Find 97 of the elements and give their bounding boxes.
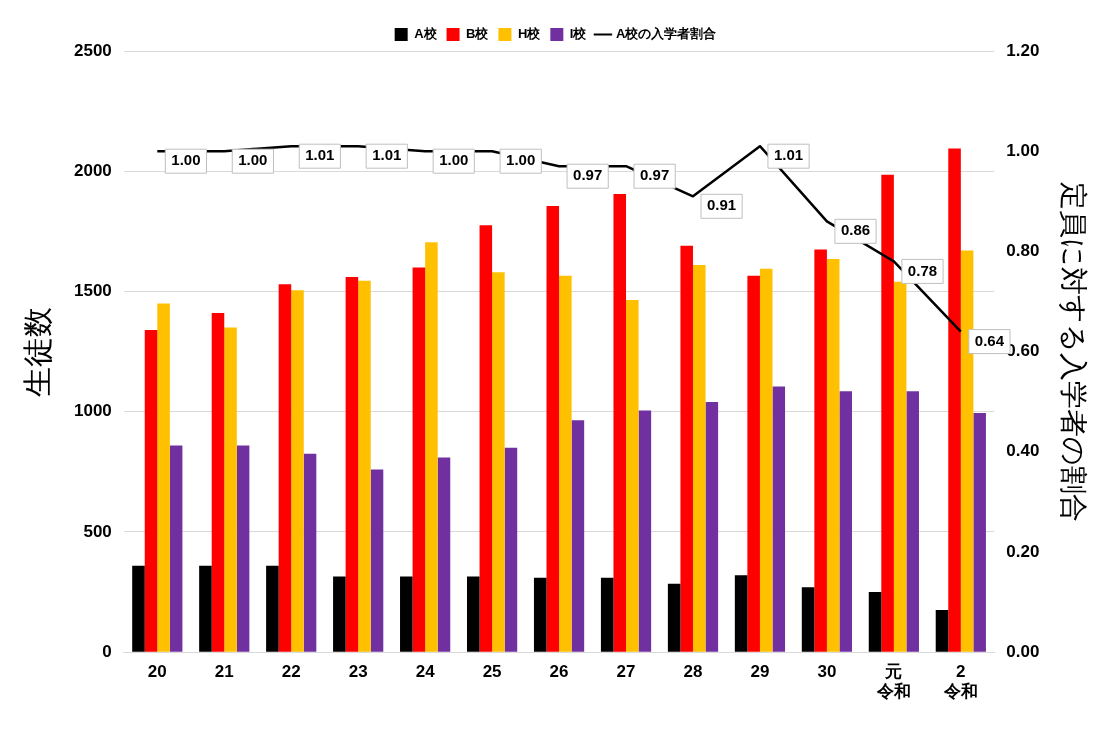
x-tick-label: 26: [549, 662, 569, 682]
y2-axis-title: 定員に対する入学者の割合: [1058, 181, 1090, 522]
bar: [437, 457, 451, 652]
bar: [613, 194, 627, 652]
legend-label: H校: [517, 26, 542, 42]
data-label: 0.91: [706, 196, 737, 214]
bar: [801, 587, 815, 652]
bar: [333, 576, 346, 652]
data-label: 1.00: [171, 151, 201, 169]
data-label: 0.86: [840, 221, 871, 239]
data-label: 1.00: [506, 151, 536, 169]
bar: [960, 250, 974, 652]
bar: [881, 174, 894, 652]
bar: [370, 469, 384, 652]
bar: [705, 402, 719, 652]
bar: [266, 565, 279, 652]
bar: [169, 445, 183, 652]
x-tick-label: 30: [817, 662, 837, 682]
x-tick-label: 25: [482, 662, 502, 682]
bar: [638, 410, 652, 652]
bar: [236, 445, 250, 652]
bar: [559, 275, 572, 652]
bar: [826, 259, 840, 652]
bar: [412, 267, 426, 652]
x-tick-label: 23: [348, 662, 368, 682]
bar: [533, 577, 547, 652]
x-tick-label: 29: [750, 662, 770, 682]
y-tick-label: 2000: [73, 160, 112, 180]
bar: [492, 272, 505, 652]
bar: [734, 575, 748, 652]
bar: [157, 303, 170, 652]
legend-label: A校の入学者割合: [615, 26, 717, 42]
data-label: 1.00: [439, 151, 469, 169]
data-label: 0.78: [907, 261, 938, 279]
x-tick-label: 24: [415, 662, 436, 682]
y2-tick-label: 1.00: [1006, 140, 1040, 160]
y-tick-label: 2500: [73, 40, 112, 60]
bar: [600, 577, 614, 652]
bar: [546, 206, 560, 652]
x-tick-label: 2令和: [942, 662, 978, 702]
y2-tick-label: 0.20: [1006, 541, 1040, 561]
y2-tick-label: 0.00: [1006, 641, 1040, 661]
y-tick-label: 1500: [73, 281, 112, 301]
y2-tick-label: 0.80: [1006, 241, 1040, 261]
bar: [948, 148, 961, 652]
x-tick-label: 元令和: [875, 662, 911, 702]
x-tick-label: 22: [281, 662, 301, 682]
y-axis-title: 生徒数: [21, 306, 55, 397]
bar: [504, 447, 518, 652]
y2-tick-label: 0.40: [1006, 441, 1040, 461]
data-label: 1.01: [372, 146, 402, 164]
bar: [425, 242, 438, 652]
legend-label: A校: [414, 26, 438, 42]
x-tick-label: 27: [616, 662, 636, 682]
bar: [759, 268, 773, 652]
data-label: 1.01: [305, 146, 335, 164]
bar: [667, 583, 681, 652]
bar: [680, 245, 693, 652]
bar: [692, 265, 706, 652]
bar: [132, 565, 145, 652]
data-label: 1.00: [238, 151, 268, 169]
legend-label: I校: [569, 26, 588, 42]
bar: [345, 277, 359, 652]
bar: [291, 290, 304, 652]
data-label: 0.97: [640, 166, 670, 184]
bar: [747, 275, 760, 652]
bar: [224, 327, 237, 652]
bar: [400, 576, 413, 652]
data-label: 1.01: [773, 146, 804, 164]
bar: [466, 576, 480, 652]
y-tick-label: 1000: [73, 401, 112, 421]
y2-tick-label: 1.20: [1006, 40, 1040, 60]
bar: [868, 592, 882, 652]
bar: [571, 420, 585, 652]
bar: [358, 280, 371, 652]
x-tick-label: 21: [214, 662, 234, 682]
data-label: 0.64: [974, 331, 1005, 349]
bar: [278, 284, 292, 652]
bar: [973, 412, 986, 652]
data-label: 0.97: [573, 166, 603, 184]
bar: [211, 313, 225, 652]
bar: [935, 610, 949, 652]
bar: [199, 565, 212, 652]
bar: [626, 299, 639, 652]
bar: [303, 453, 317, 652]
bar: [144, 329, 158, 652]
bar: [814, 249, 827, 652]
bar: [906, 391, 919, 652]
legend-label: B校: [466, 26, 490, 42]
x-tick-label: 28: [683, 662, 703, 682]
x-tick-label: 20: [147, 662, 167, 682]
bar: [479, 225, 493, 652]
bar: [839, 391, 853, 652]
bar: [772, 386, 786, 652]
bar: [893, 281, 907, 652]
y-tick-label: 500: [83, 521, 112, 541]
y-tick-label: 0: [102, 641, 112, 661]
